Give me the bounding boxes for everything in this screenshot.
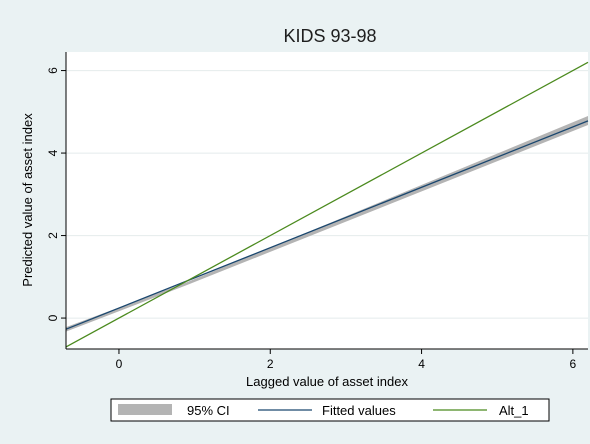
alt-1-line [65,61,589,348]
x-tick-label-6: 6 [570,357,577,371]
legend-label-alt: Alt_1 [499,403,529,418]
fitted-values-line [65,120,589,330]
series-lines [65,61,589,348]
legend-label-fitted: Fitted values [322,403,396,418]
ci-band-layer [66,115,588,332]
legend: 95% CI Fitted values Alt_1 [110,398,550,422]
axis-ticks: 0 2 4 6 0 2 4 6 [46,67,577,371]
x-axis-label: Lagged value of asset index [246,374,408,389]
y-tick-label-2: 2 [46,232,60,239]
ci-band [66,115,588,332]
axes [65,52,588,350]
legend-label-ci: 95% CI [187,403,230,418]
chart-title: KIDS 93-98 [283,26,376,46]
y-axis-label: Predicted value of asset index [20,113,35,287]
y-tick-label-0: 0 [46,314,60,321]
legend-swatch-ci [118,404,172,415]
y-tick-label-4: 4 [46,149,60,156]
legend-box [110,398,550,422]
x-tick-label-0: 0 [116,357,123,371]
y-tick-label-6: 6 [46,67,60,74]
x-tick-label-2: 2 [267,357,274,371]
x-tick-label-4: 4 [418,357,425,371]
